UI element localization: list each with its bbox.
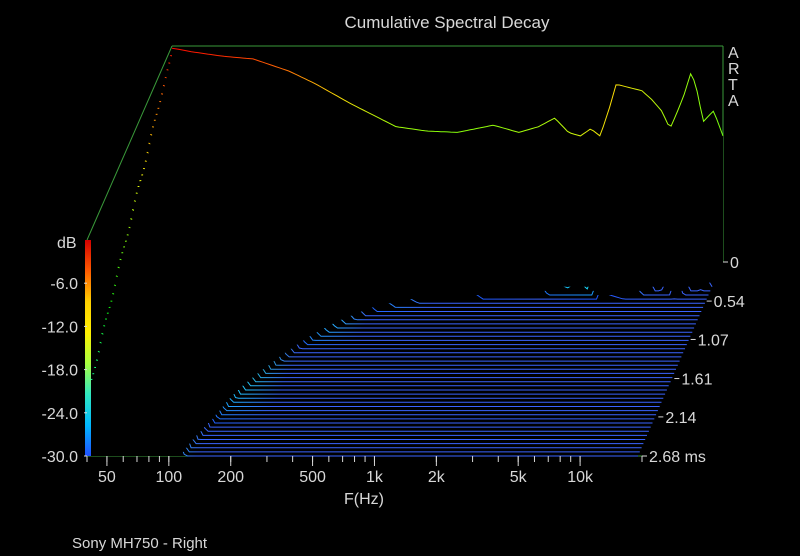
frequency-axis-label: F(Hz) — [344, 491, 384, 508]
db-tick-label: -24.0 — [42, 406, 79, 423]
frequency-axis: 50 100 200 500 1k 2k 5k 10k — [86, 456, 643, 486]
db-tick-label: -12.0 — [42, 319, 79, 336]
db-axis: -6.0 -12.0 -18.0 -24.0 -30.0 — [42, 276, 87, 466]
frequency-tick-label: 1k — [366, 469, 384, 486]
watermark-letter: T — [728, 77, 738, 94]
frequency-tick-label: 2k — [428, 469, 446, 486]
time-tick-label: 2.68 ms — [649, 449, 706, 466]
frequency-tick-label: 5k — [510, 469, 528, 486]
time-tick-label: 0.54 — [714, 294, 745, 311]
frequency-tick-label: 100 — [155, 469, 182, 486]
frequency-tick-label: 10k — [567, 469, 594, 486]
decay-slices — [86, 47, 724, 457]
frame-left-top-depth — [86, 45, 173, 241]
frequency-tick-label: 50 — [98, 469, 116, 486]
db-tick-label: -18.0 — [42, 363, 79, 380]
time-tick-label: 1.07 — [698, 332, 729, 349]
time-tick-label: 1.61 — [681, 372, 712, 389]
watermark-letter: R — [728, 61, 740, 78]
colorbar — [85, 240, 91, 456]
time-tick-label: 0 — [730, 255, 739, 272]
slice-mask — [172, 48, 723, 263]
watermark-letter: A — [728, 45, 739, 62]
db-tick-label: -30.0 — [42, 449, 79, 466]
frequency-tick-label: 200 — [217, 469, 244, 486]
db-axis-label: dB — [57, 235, 77, 252]
decay-slice-line — [171, 47, 724, 137]
time-axis: 0 0.54 1.07 1.61 2.14 2.68 ms — [642, 255, 745, 466]
watermark-letter: A — [728, 93, 739, 110]
chart-title: Cumulative Spectral Decay — [344, 13, 550, 32]
time-tick-label: 2.14 — [665, 410, 696, 427]
frequency-tick-label: 500 — [299, 469, 326, 486]
db-tick-label: -6.0 — [50, 276, 78, 293]
device-caption: Sony MH750 - Right — [72, 535, 208, 552]
